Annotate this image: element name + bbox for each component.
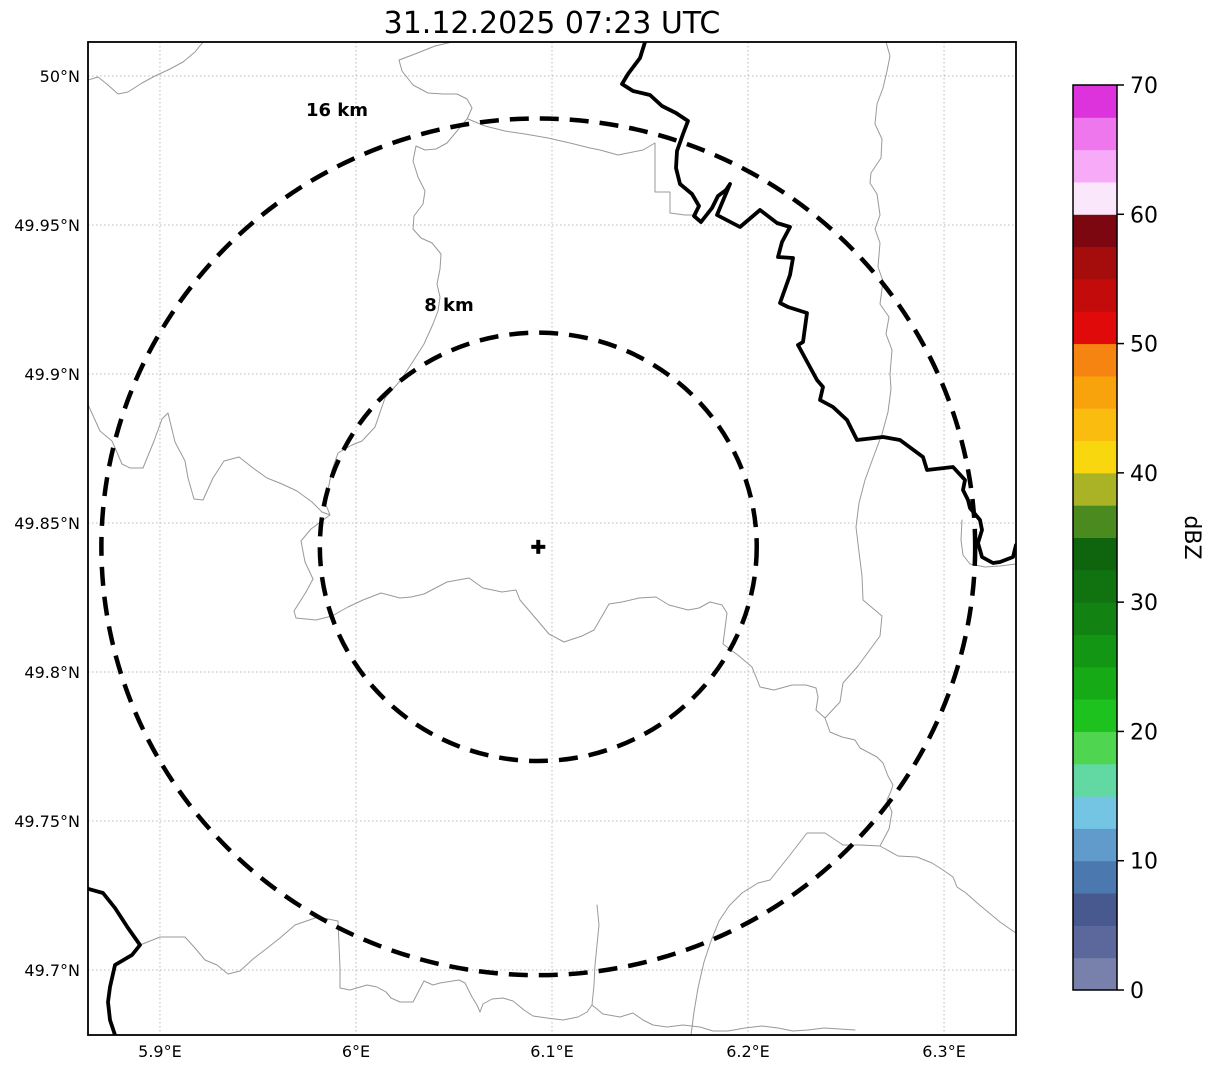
colorbar-segment [1073, 181, 1117, 215]
colorbar-tick-label: 50 [1130, 333, 1158, 358]
colorbar-segment [1073, 860, 1117, 894]
plot-border [87, 41, 1017, 1036]
colorbar-tick-label: 0 [1130, 979, 1144, 1004]
colorbar-tick-label: 70 [1130, 74, 1158, 99]
river-border-east-line [620, 42, 1016, 565]
colorbar-tick-label: 10 [1130, 850, 1158, 875]
admin-boundary-line [960, 519, 1016, 568]
colorbar-segment [1073, 440, 1117, 474]
admin-boundary-line [293, 514, 826, 719]
colorbar-segment [1073, 246, 1117, 280]
colorbar-segment [1073, 149, 1117, 183]
colorbar-segment [1073, 537, 1117, 571]
figure-title: 31.12.2025 07:23 UTC [383, 6, 721, 41]
range-ring-label: 8 km [424, 295, 474, 316]
range-ring-8km [317, 330, 759, 764]
x-tick-label: 6.3°E [922, 1042, 966, 1061]
radar-site-marker [531, 539, 546, 554]
range-ring-16km [99, 116, 978, 978]
admin-boundary-line [690, 832, 881, 1035]
admin-boundary-line [586, 904, 600, 1013]
admin-boundary-line [824, 42, 893, 719]
colorbar: 0 10 20 30 40 50 60 70 dBZ [1072, 74, 1204, 1004]
colorbar-segment [1073, 828, 1117, 862]
y-tick-label: 49.9°N [24, 365, 80, 384]
colorbar-segment [1073, 569, 1117, 603]
colorbar-segment [1073, 505, 1117, 538]
colorbar-segment [1073, 796, 1117, 829]
colorbar-segment [1073, 311, 1117, 345]
colorbar-border [1072, 84, 1118, 991]
y-tick-label: 49.95°N [14, 216, 80, 235]
colorbar-segment [1073, 893, 1117, 926]
colorbar-tick-label: 60 [1130, 203, 1158, 228]
colorbar-segment [1073, 278, 1117, 312]
admin-boundary-line [879, 845, 1016, 934]
colorbar-segment [1073, 117, 1117, 151]
admin-boundaries [88, 42, 1016, 1035]
colorbar-tick-label: 20 [1130, 720, 1158, 745]
border-southwest-line [88, 886, 142, 1035]
y-tick-label: 49.75°N [14, 812, 80, 831]
x-tick-label: 6°E [342, 1042, 370, 1061]
admin-boundary-line [467, 118, 698, 216]
colorbar-segment [1073, 925, 1117, 959]
colorbar-segment [1073, 666, 1117, 700]
colorbar-segment [1073, 375, 1117, 409]
admin-boundary-line [325, 42, 473, 516]
admin-boundary-line [139, 916, 588, 1021]
y-tick-label: 50°N [40, 67, 80, 86]
admin-boundary-line [591, 1004, 856, 1032]
colorbar-segment [1073, 957, 1117, 991]
admin-boundary-line [88, 42, 204, 95]
x-tick-label: 5.9°E [138, 1042, 182, 1061]
range-ring-label: 16 km [306, 100, 368, 121]
colorbar-segment [1073, 699, 1117, 732]
colorbar-segment [1073, 634, 1117, 668]
grid-lines [88, 42, 1016, 1035]
x-tick-label: 6.2°E [726, 1042, 770, 1061]
y-tick-label: 49.85°N [14, 514, 80, 533]
colorbar-segment [1073, 472, 1117, 506]
colorbar-segment [1073, 602, 1117, 635]
y-tick-label: 49.8°N [24, 663, 80, 682]
x-tick-label: 6.1°E [530, 1042, 574, 1061]
admin-boundary-line [824, 717, 894, 847]
colorbar-segment [1073, 343, 1117, 377]
colorbar-segment [1073, 408, 1117, 442]
major-borders [88, 42, 1016, 1035]
colorbar-segment [1073, 214, 1117, 248]
colorbar-tick-label: 30 [1130, 591, 1158, 616]
colorbar-segment [1073, 763, 1117, 797]
y-tick-label: 49.7°N [24, 961, 80, 980]
admin-boundary-line [88, 403, 331, 516]
colorbar-tick-label: 40 [1130, 462, 1158, 487]
colorbar-axis-label: dBZ [1179, 515, 1204, 559]
colorbar-segment [1073, 85, 1117, 118]
colorbar-segment [1073, 731, 1117, 765]
